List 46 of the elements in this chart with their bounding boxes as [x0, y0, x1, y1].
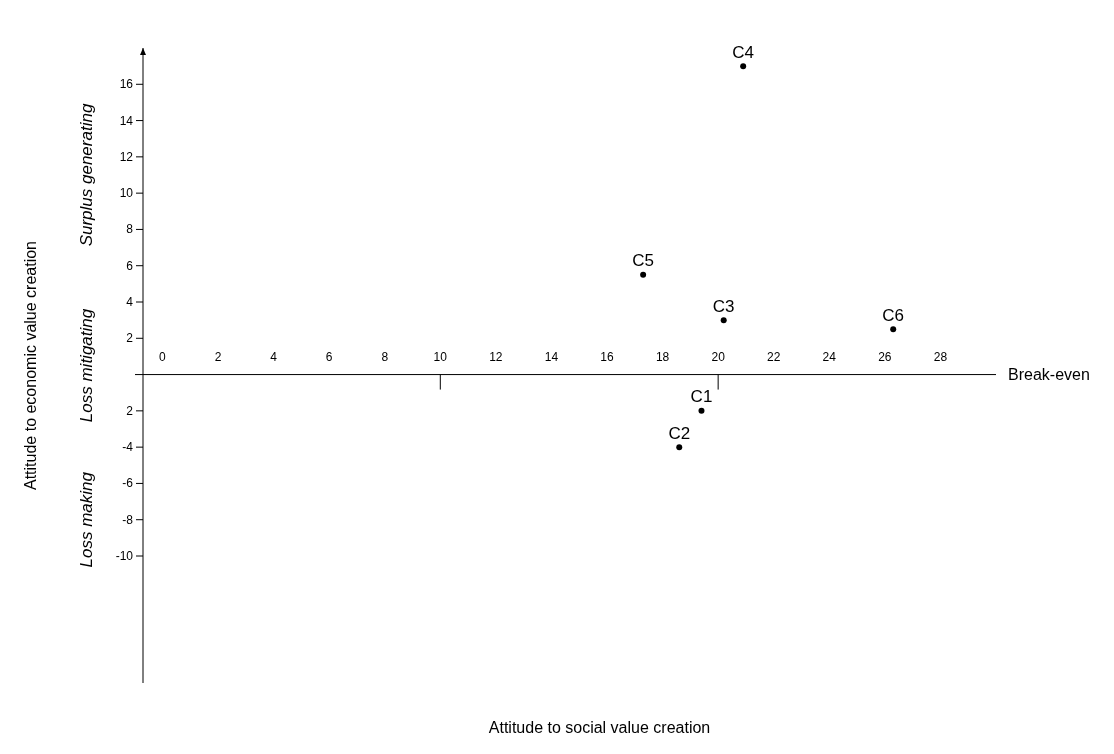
y-tick-label: 14 — [119, 113, 134, 128]
text: Loss making — [76, 471, 96, 568]
y-tick-label: 6 — [126, 258, 134, 273]
annotation: C5 — [632, 251, 654, 271]
text: Loss mitigating — [76, 308, 96, 423]
x-tick-label: 12 — [489, 349, 503, 364]
x-tick-label: 2 — [214, 349, 222, 364]
annotation: C4 — [732, 42, 755, 62]
y-tick-label: 16 — [119, 77, 134, 92]
y-tick-label: -6 — [122, 476, 134, 491]
y-tick-label: -8 — [122, 512, 134, 527]
annotation: C3 — [712, 296, 735, 316]
y-tick-label: -4 — [122, 440, 134, 455]
x-tick-label: 20 — [711, 349, 726, 364]
y-tick-label: -10 — [115, 549, 134, 563]
x-tick-label: 26 — [878, 349, 892, 364]
y-tick-label: 2 — [126, 331, 134, 346]
y-tick-label: 12 — [119, 149, 134, 164]
point — [698, 407, 705, 414]
point — [890, 326, 897, 333]
annotation: C2 — [668, 423, 691, 443]
x-tick-label: 4 — [270, 349, 278, 364]
x-tick-label: 6 — [325, 349, 333, 364]
text: Surplus generating — [76, 103, 96, 247]
x-tick-label: 28 — [933, 349, 948, 364]
point — [676, 444, 683, 451]
x-tick-label: 10 — [433, 349, 448, 364]
annotation: C6 — [882, 305, 905, 325]
x-tick-label: 24 — [822, 349, 837, 364]
x-tick-label: 18 — [655, 349, 670, 364]
y-tick-label: 2 — [126, 403, 134, 418]
point — [720, 317, 727, 324]
y-tick-label: 10 — [119, 186, 134, 201]
x-tick-label: 0 — [159, 349, 167, 364]
x-tick-label: 22 — [767, 349, 781, 364]
x-tick-label: 8 — [381, 349, 389, 364]
x-tick-label: 14 — [544, 349, 559, 364]
y-axis-title: Attitude to economic value creation — [21, 240, 39, 491]
x-tick-label: 16 — [600, 349, 614, 364]
point — [640, 271, 647, 278]
text: Break-even — [1008, 366, 1090, 384]
annotation: C1 — [690, 387, 713, 407]
x-axis-title: Attitude to social value creation — [488, 719, 711, 736]
point — [740, 63, 747, 70]
y-tick-label: 4 — [126, 295, 134, 309]
y-tick-label: 8 — [126, 222, 134, 237]
